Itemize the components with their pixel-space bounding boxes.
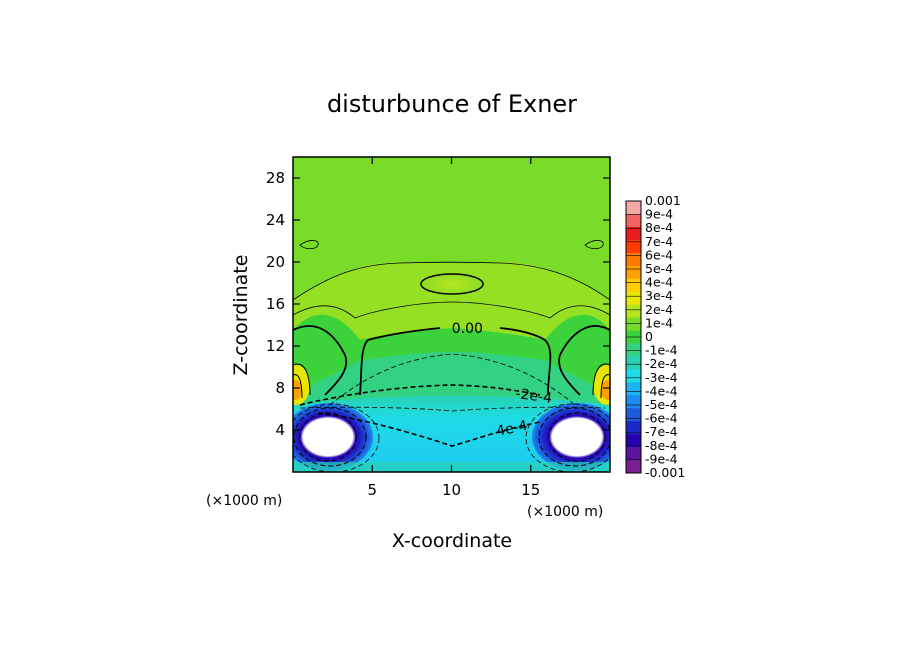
colorbar-swatch [626, 304, 641, 319]
colorbar-label: -6e-4 [645, 411, 678, 426]
contour-label: 4e-4 [495, 418, 529, 440]
plot-area [293, 157, 610, 472]
colorbar-swatch [626, 201, 641, 215]
x-axis: 5 10 15 [367, 157, 540, 499]
x-tick-label: 15 [521, 481, 540, 499]
colorbar-label: -3e-4 [645, 370, 678, 385]
colorbar-label: -9e-4 [645, 451, 678, 466]
y-tick-label: 4 [275, 421, 285, 439]
colorbar-swatch [626, 265, 641, 280]
contour-left-vortex-c [293, 403, 380, 472]
colorbar-label: 7e-4 [645, 234, 673, 249]
colorbar-swatch [626, 408, 641, 422]
colorbar-swatch [626, 213, 641, 228]
contour-label: 0.00 [452, 321, 483, 337]
colorbar-label: -1e-4 [645, 343, 678, 358]
colorbar-swatch [626, 421, 641, 435]
colorbar-swatch [626, 252, 641, 267]
region-left-edge-high-core [293, 380, 302, 400]
colorbar-label: -5e-4 [645, 397, 678, 412]
contour-zero [293, 325, 610, 396]
contour-neg4 [317, 412, 541, 447]
contour-neg2 [299, 384, 541, 406]
x-tick-label: 10 [442, 481, 461, 499]
colorbar-label: 0 [645, 329, 653, 344]
contour-upper-inner-right [584, 240, 604, 250]
contour-upper [293, 261, 610, 301]
chart-title: disturbunce of Exner [327, 90, 577, 118]
contour-right-vortex-a [548, 412, 606, 462]
colorbar-label: 5e-4 [645, 261, 673, 276]
colorbar-label: -2e-4 [645, 356, 678, 371]
contour-neg1 [329, 353, 576, 406]
y-axis: 4 8 12 16 20 24 28 [266, 169, 610, 439]
region-top-bubble [420, 273, 484, 295]
colorbar-label: -4e-4 [645, 383, 678, 398]
colorbar: 0.0019e-48e-47e-46e-45e-44e-43e-42e-41e-… [625, 193, 685, 480]
region-bottom-layer [293, 395, 610, 472]
contour-labels: 0.00 -2e-4 4e-4 [452, 321, 553, 440]
contour-right-vortex-b [538, 407, 610, 467]
y-tick-label: 20 [266, 253, 285, 271]
colorbar-swatch [626, 460, 641, 474]
colorbar-swatch [626, 369, 641, 383]
x-unit-label-left: (×1000 m) [206, 493, 282, 509]
colorbar-swatch [626, 278, 641, 293]
contours-positive [293, 240, 610, 399]
y-tick-label: 24 [266, 211, 285, 229]
colorbar-label: 8e-4 [645, 220, 673, 235]
colorbar-label: 6e-4 [645, 247, 673, 262]
colorbar-swatch [626, 395, 641, 409]
colorbar-swatch [626, 434, 641, 448]
colorbar-swatch [626, 382, 641, 396]
colorbar-swatch [626, 291, 641, 306]
contour-label: -2e-4 [515, 386, 553, 407]
contour-top-bubble [420, 273, 484, 295]
y-tick-label: 16 [266, 295, 285, 313]
contour-left-vortex-b [293, 407, 367, 467]
colorbar-label: 4e-4 [645, 275, 673, 290]
colorbar-swatch [626, 447, 641, 461]
colorbar-label: 1e-4 [645, 315, 673, 330]
colorbar-swatch [626, 226, 641, 241]
contour-middle [293, 301, 610, 319]
colorbar-swatch [626, 343, 641, 357]
y-axis-label: Z-coordinate [230, 255, 252, 376]
colorbar-label: 0.001 [645, 193, 681, 208]
contours-negative [293, 353, 610, 472]
contour-upper-inner [299, 240, 319, 250]
colorbar-label: -0.001 [645, 465, 685, 480]
contour-right-edge [592, 363, 610, 399]
colorbar-swatch [626, 239, 641, 254]
y-tick-label: 12 [266, 337, 285, 355]
y-tick-label: 28 [266, 169, 285, 187]
contour-left-edge [293, 363, 311, 399]
x-axis-label: X-coordinate [392, 530, 512, 552]
colorbar-label: 3e-4 [645, 288, 673, 303]
colorbar-swatch [626, 317, 641, 332]
colorbar-swatch [626, 356, 641, 370]
x-tick-label: 5 [367, 481, 377, 499]
x-unit-label-right: (×1000 m) [527, 504, 603, 520]
region-right-vortex [532, 403, 610, 471]
region-left-vortex [293, 403, 373, 471]
colorbar-label: -8e-4 [645, 438, 678, 453]
y-tick-label: 8 [275, 379, 285, 397]
colorbar-label: 2e-4 [645, 302, 673, 317]
region-right-edge-high-core [601, 380, 610, 400]
colorbar-label: 9e-4 [645, 207, 673, 222]
contour-left-vortex-a [299, 412, 357, 462]
colorbar-label: -7e-4 [645, 424, 678, 439]
